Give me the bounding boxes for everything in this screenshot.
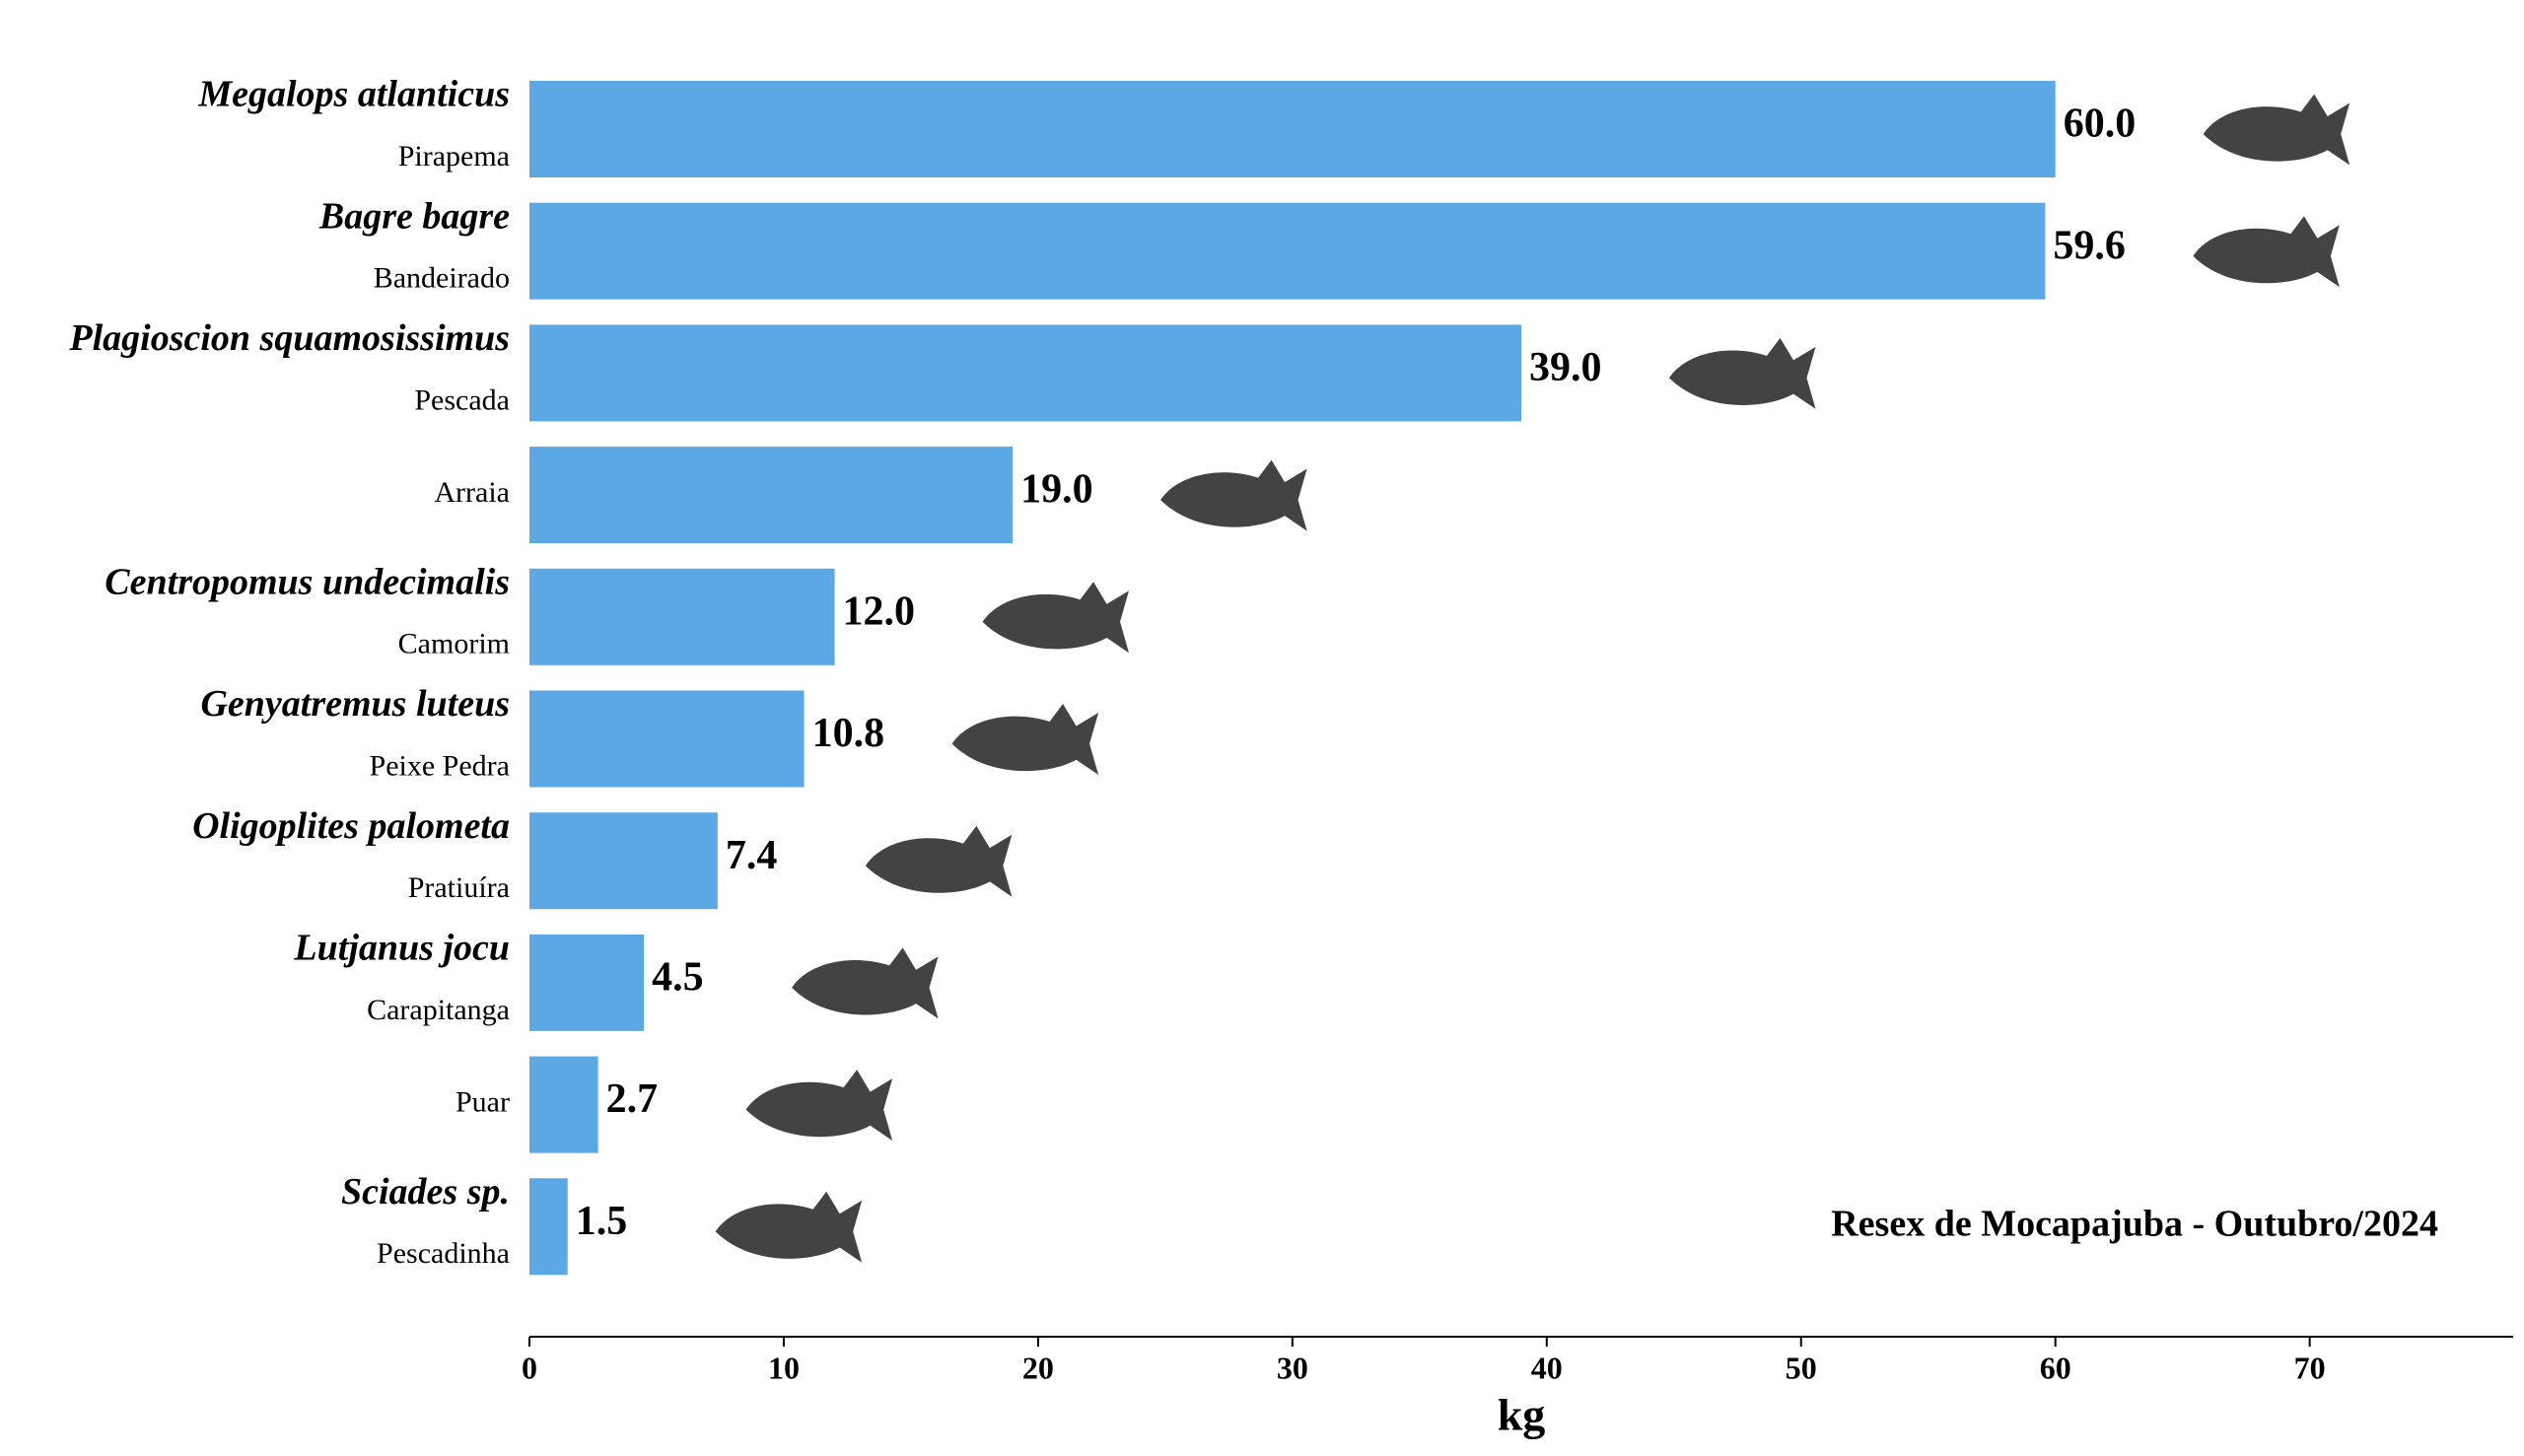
x-tick-label: 60 (2040, 1350, 2071, 1385)
x-tick-label: 10 (768, 1350, 800, 1385)
x-tick-label: 50 (1786, 1350, 1817, 1385)
x-tick-label: 30 (1277, 1350, 1308, 1385)
bar (529, 568, 835, 665)
value-label: 2.7 (606, 1076, 659, 1122)
value-label: 10.8 (812, 711, 885, 756)
category-label: Pirapema (398, 140, 510, 173)
scientific-name: Sciades sp. (341, 1171, 510, 1213)
scientific-name: Genyatremus luteus (200, 683, 510, 725)
scientific-name: Oligoplites palometa (192, 805, 510, 847)
bar (529, 81, 2056, 177)
category-label: Pescadinha (377, 1237, 510, 1270)
value-label: 60.0 (2064, 102, 2137, 147)
x-tick-label: 70 (2294, 1350, 2326, 1385)
category-label: Peixe Pedra (370, 749, 510, 782)
x-tick-label: 40 (1531, 1350, 1563, 1385)
value-label: 4.5 (652, 955, 704, 1001)
value-label: 19.0 (1020, 467, 1093, 513)
bar (529, 1178, 568, 1276)
value-label: 39.0 (1529, 345, 1602, 390)
fish-icon (951, 704, 1099, 775)
bar (529, 1056, 598, 1153)
value-label: 59.6 (2053, 223, 2126, 268)
x-axis-label: kg (1498, 1390, 1546, 1440)
scientific-name: Plagioscion squamosissimus (68, 317, 510, 359)
fish-icon (865, 825, 1013, 897)
bar (529, 202, 2046, 300)
fish-icon (982, 582, 1130, 654)
fish-icon (792, 947, 939, 1019)
fish-icon (1669, 337, 1816, 409)
bar (529, 324, 1521, 422)
scientific-name: Megalops atlanticus (197, 74, 510, 115)
value-label: 7.4 (726, 833, 778, 878)
category-label: Pescada (414, 383, 510, 416)
bar (529, 934, 645, 1031)
fish-icon (715, 1191, 863, 1263)
category-label: Camorim (398, 628, 510, 660)
scientific-name: Lutjanus jocu (293, 928, 510, 969)
fish-icon (2193, 216, 2340, 288)
category-label: Arraia (434, 476, 510, 509)
x-tick-label: 20 (1022, 1350, 1054, 1385)
fish-icon (1160, 459, 1307, 531)
value-label: 1.5 (576, 1199, 628, 1244)
bar (529, 690, 805, 788)
category-label: Bandeirado (374, 262, 510, 295)
scientific-name: Bagre bagre (318, 195, 510, 237)
scientific-name: Centropomus undecimalis (105, 562, 510, 603)
bar (529, 812, 718, 910)
value-label: 12.0 (843, 589, 916, 634)
fish-icon (2203, 94, 2350, 166)
category-label: Carapitanga (367, 994, 510, 1026)
annotation: Resex de Mocapajuba - Outubro/2024 (1831, 1204, 2438, 1245)
x-tick-label: 0 (522, 1350, 537, 1385)
category-label: Puar (456, 1085, 510, 1118)
fish-icon (745, 1070, 893, 1142)
category-label: Pratiuíra (408, 871, 510, 904)
bar (529, 447, 1014, 544)
